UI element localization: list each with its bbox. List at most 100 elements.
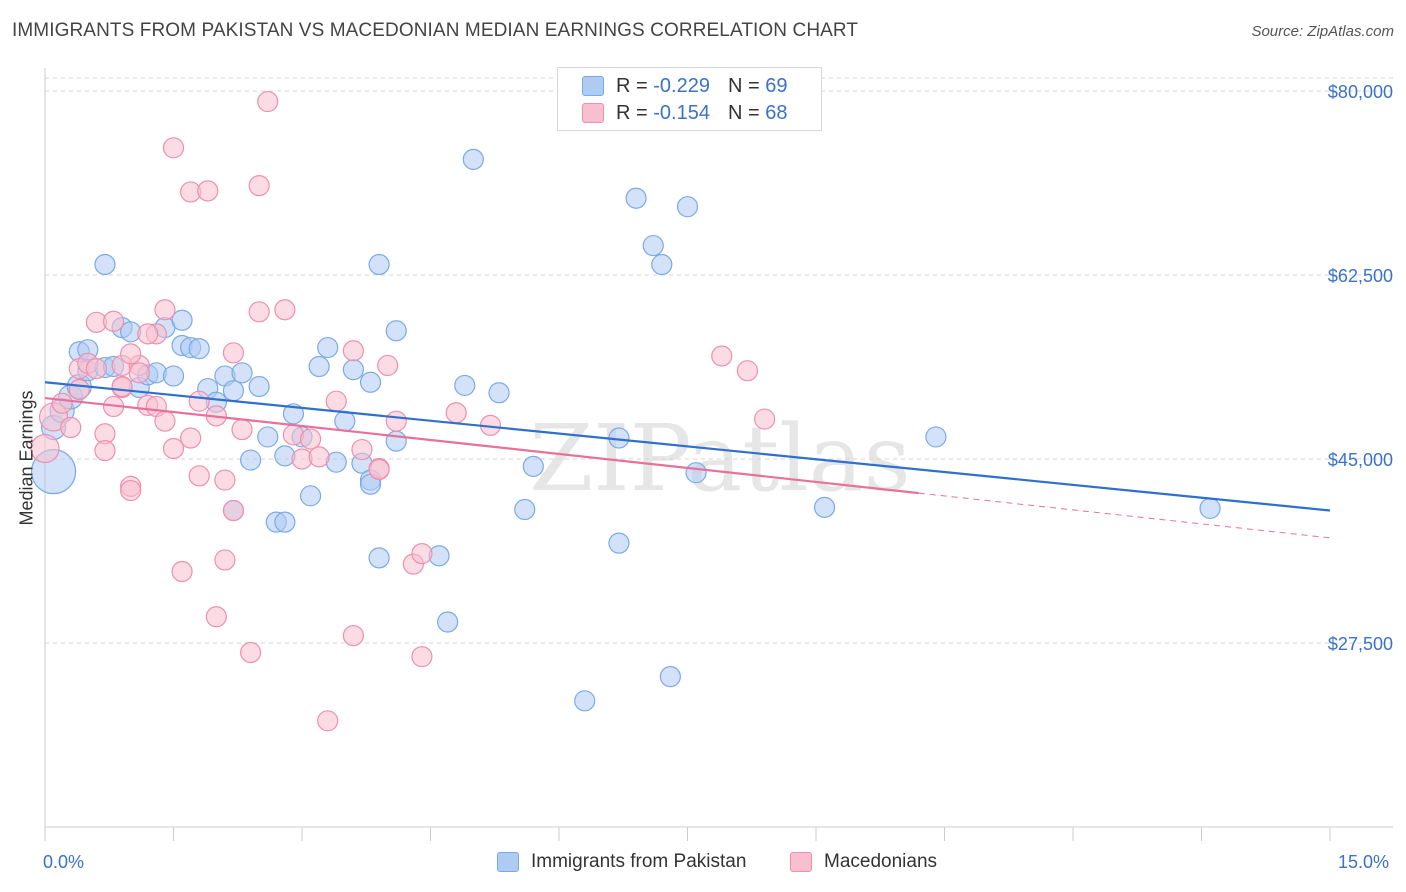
stats-legend-row-macedonians: R = -0.154 N = 68 bbox=[582, 100, 787, 126]
macedonian-point bbox=[445, 402, 467, 424]
source-label: Source: ZipAtlas.com bbox=[1251, 23, 1394, 40]
pakistan-point bbox=[625, 187, 647, 209]
macedonian-point bbox=[222, 499, 245, 522]
pakistan-point bbox=[454, 374, 476, 397]
macedonian-point bbox=[274, 299, 296, 321]
legend-label: Immigrants from Pakistan bbox=[531, 851, 747, 872]
y-tick-label: $45,000 bbox=[1328, 450, 1393, 470]
pakistan-point bbox=[925, 426, 947, 448]
pakistan-point bbox=[162, 365, 185, 387]
macedonian-point bbox=[214, 469, 236, 491]
stats-legend: R = -0.229 N = 69 R = -0.154 N = 68 bbox=[557, 67, 822, 131]
macedonian-point bbox=[51, 392, 73, 414]
macedonian-point bbox=[120, 479, 142, 502]
pakistan-point bbox=[342, 359, 364, 381]
macedonian-point bbox=[711, 345, 733, 367]
pakistan-point bbox=[522, 455, 544, 477]
pakistan-point bbox=[368, 253, 390, 276]
macedonian-point bbox=[299, 428, 322, 450]
macedonian-point bbox=[368, 458, 390, 481]
pakistan-point bbox=[685, 462, 707, 484]
pakistan-point bbox=[608, 532, 630, 554]
macedonian-point bbox=[188, 465, 210, 487]
macedonian-point bbox=[342, 625, 364, 647]
macedonians-swatch bbox=[582, 103, 604, 123]
macedonian-point bbox=[120, 343, 142, 365]
macedonian-point bbox=[68, 379, 90, 401]
pakistan-point bbox=[240, 449, 262, 471]
macedonian-point bbox=[162, 137, 185, 159]
macedonian-point bbox=[753, 408, 776, 430]
n-value: 68 bbox=[765, 101, 788, 124]
pakistan-legend-swatch bbox=[497, 852, 519, 872]
macedonian-point bbox=[248, 301, 270, 323]
pakistan-point bbox=[231, 362, 253, 384]
macedonian-point bbox=[411, 646, 433, 668]
macedonian-point bbox=[222, 342, 245, 364]
macedonian-point bbox=[111, 375, 133, 398]
pakistan-point bbox=[222, 380, 245, 402]
x-tick-label-min: 0.0% bbox=[43, 852, 85, 872]
r-value: -0.154 bbox=[653, 101, 710, 124]
pakistan-point bbox=[317, 336, 339, 359]
macedonian-point bbox=[128, 362, 150, 384]
macedonian-point bbox=[171, 560, 193, 583]
macedonian-point bbox=[85, 357, 108, 380]
n-value: 69 bbox=[765, 74, 788, 97]
pakistan-point bbox=[676, 196, 699, 218]
watermark: ZIPatlas bbox=[529, 405, 910, 512]
macedonian-point bbox=[60, 416, 82, 439]
r-value: -0.229 bbox=[653, 74, 710, 97]
macedonian-point bbox=[180, 427, 202, 449]
macedonian-point bbox=[385, 410, 407, 432]
macedonian-point bbox=[94, 440, 116, 462]
y-tick-label: $80,000 bbox=[1328, 82, 1393, 102]
macedonian-point bbox=[317, 710, 339, 732]
macedonian-point bbox=[342, 340, 364, 362]
macedonian-point bbox=[162, 437, 185, 460]
macedonian-point bbox=[188, 390, 210, 412]
pakistan-point bbox=[514, 498, 536, 521]
pakistan-point bbox=[94, 253, 116, 276]
pakistan-point bbox=[274, 445, 296, 467]
pakistan-trend-line bbox=[44, 381, 1331, 512]
r-label: R = bbox=[616, 101, 648, 124]
macedonian-point bbox=[197, 180, 219, 202]
pakistan-point bbox=[359, 371, 382, 393]
pakistan-point bbox=[299, 485, 322, 507]
pakistan-point bbox=[385, 430, 407, 452]
legend-label: Macedonians bbox=[824, 851, 938, 872]
pakistan-point bbox=[257, 426, 279, 448]
chart-title: IMMIGRANTS FROM PAKISTAN VS MACEDONIAN M… bbox=[12, 20, 859, 41]
macedonian-point bbox=[30, 433, 60, 464]
pakistan-point bbox=[813, 496, 836, 518]
macedonian-point bbox=[137, 323, 159, 345]
n-label: N = bbox=[727, 101, 760, 124]
macedonian-trend-line-extension bbox=[918, 492, 1331, 539]
pakistan-point bbox=[385, 320, 407, 342]
pakistan-point bbox=[462, 148, 484, 170]
macedonian-point bbox=[351, 438, 373, 461]
y-tick-label: $62,500 bbox=[1328, 266, 1393, 286]
pakistan-point bbox=[368, 547, 390, 569]
macedonian-point bbox=[257, 90, 279, 113]
legend-item-macedonians: Macedonians bbox=[790, 851, 937, 873]
pakistan-swatch bbox=[582, 76, 604, 96]
macedonian-point bbox=[205, 606, 227, 628]
pakistan-point bbox=[659, 666, 681, 688]
pakistan-point bbox=[488, 382, 510, 404]
macedonian-point bbox=[240, 641, 262, 664]
macedonian-point bbox=[377, 354, 399, 377]
r-label: R = bbox=[616, 74, 648, 97]
pakistan-point bbox=[274, 511, 296, 533]
macedonian-point bbox=[736, 360, 759, 382]
macedonian-point bbox=[308, 446, 330, 468]
macedonian-point bbox=[325, 390, 347, 412]
pakistan-point bbox=[188, 338, 210, 360]
macedonian-point bbox=[214, 549, 236, 571]
pakistan-point bbox=[308, 355, 330, 378]
macedonian-point bbox=[248, 175, 270, 197]
pakistan-point bbox=[437, 611, 459, 633]
y-axis-label: Median Earnings bbox=[16, 390, 37, 526]
pakistan-point bbox=[282, 403, 305, 425]
